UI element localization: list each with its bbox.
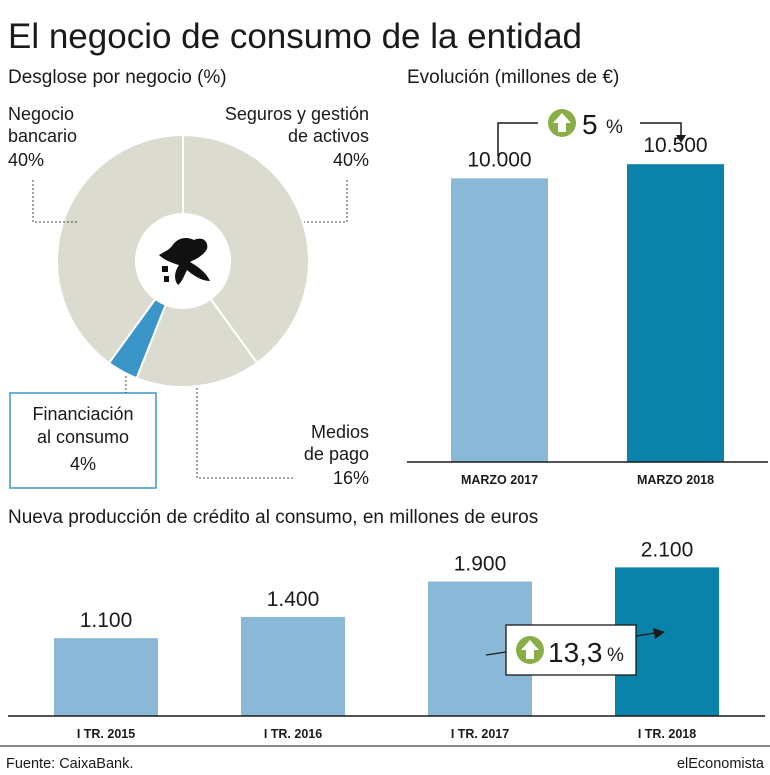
production-category-label: I TR. 2018 xyxy=(638,727,696,741)
caixabank-logo xyxy=(159,238,210,285)
value-seguros: 40% xyxy=(333,150,369,170)
evolution-category-label: MARZO 2018 xyxy=(637,473,714,487)
production-bar-value-label: 2.100 xyxy=(641,538,694,561)
evolution-bar xyxy=(451,178,548,462)
production-bar xyxy=(54,638,158,716)
pie-title: Desglose por negocio (%) xyxy=(8,67,227,88)
page-title: El negocio de consumo de la entidad xyxy=(8,17,582,56)
production-bar-value-label: 1.400 xyxy=(267,588,320,611)
production-category-label: I TR. 2016 xyxy=(264,727,322,741)
pie-slice xyxy=(56,133,184,365)
evolution-bar xyxy=(627,164,724,462)
arrow-right-icon xyxy=(653,628,665,639)
production-chart: 1.100 I TR. 2015 1.400 I TR. 2016 1.900 I TR.… xyxy=(8,538,765,741)
production-bar-value-label: 1.100 xyxy=(80,609,133,632)
evolution-bar-value-label: 10.500 xyxy=(643,134,707,157)
label-negocio-bancario-line1: Negocio xyxy=(8,104,74,124)
label-financiacion-line2: al consumo xyxy=(37,427,129,447)
evolution-bar-value-label: 10.000 xyxy=(467,148,531,171)
change-bracket-right xyxy=(640,122,682,136)
change-bracket-left xyxy=(497,122,538,156)
leader-lines xyxy=(32,180,348,479)
value-negocio-bancario: 40% xyxy=(8,150,44,170)
value-medios-pago: 16% xyxy=(333,468,369,488)
evolution-change-value: 5 xyxy=(582,109,598,140)
pie-slice xyxy=(135,297,259,388)
production-change-badge: 13,3 % xyxy=(485,624,665,676)
production-change-unit: % xyxy=(607,645,624,666)
label-medios-pago-line2: de pago xyxy=(304,444,369,464)
evolution-category-label: MARZO 2017 xyxy=(461,473,538,487)
evolution-change-badge: 5 % xyxy=(497,109,686,156)
brand-name: elEconomista xyxy=(677,756,765,772)
production-bar xyxy=(241,616,345,716)
source-note: Fuente: CaixaBank. xyxy=(6,756,133,772)
pie-chart xyxy=(56,133,310,388)
value-financiacion: 4% xyxy=(70,454,96,474)
label-seguros-line1: Seguros y gestión xyxy=(225,104,369,124)
production-bar-value-label: 1.900 xyxy=(454,553,507,576)
production-title: Nueva producción de crédito al consumo, … xyxy=(8,507,538,528)
financiacion-callout-box xyxy=(9,392,157,489)
change-connector-left xyxy=(485,651,507,656)
production-category-label: I TR. 2015 xyxy=(77,727,135,741)
label-medios-pago-line1: Medios xyxy=(311,422,369,442)
arrow-down-icon xyxy=(676,135,686,143)
label-seguros-line2: de activos xyxy=(288,126,369,146)
evolution-chart: 10.000 MARZO 2017 10.500 MARZO 2018 xyxy=(407,134,768,487)
arrow-up-icon xyxy=(553,113,571,132)
evolution-title: Evolución (millones de €) xyxy=(407,67,619,88)
production-category-label: I TR. 2017 xyxy=(451,727,509,741)
label-negocio-bancario-line2: bancario xyxy=(8,126,77,146)
evolution-change-unit: % xyxy=(606,117,623,138)
production-change-value: 13,3 xyxy=(548,637,603,668)
arrow-up-icon xyxy=(521,640,539,659)
change-connector-right xyxy=(635,632,656,637)
pie-slice xyxy=(182,133,310,365)
label-financiacion-line1: Financiación xyxy=(32,404,133,424)
